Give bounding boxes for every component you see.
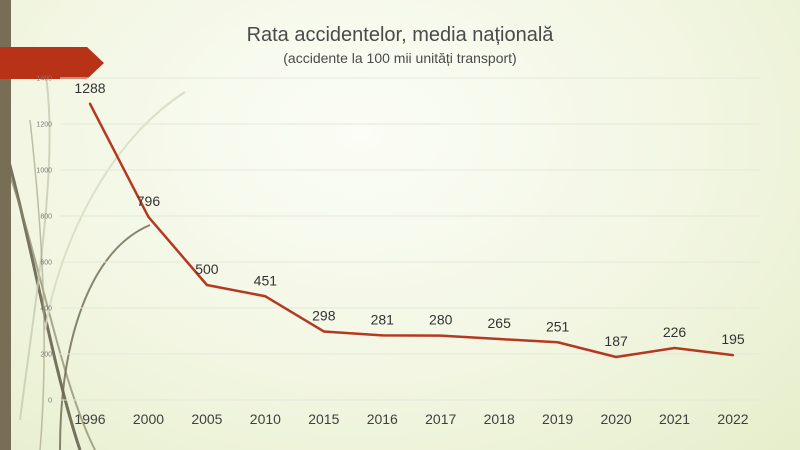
y-tick-label: 1000 xyxy=(36,168,52,175)
data-point xyxy=(381,334,384,337)
x-tick-label: 2021 xyxy=(659,411,690,427)
data-label: 251 xyxy=(546,318,570,334)
data-point xyxy=(731,353,735,357)
data-label: 195 xyxy=(721,331,745,347)
data-point xyxy=(556,341,559,344)
data-point xyxy=(614,355,618,359)
x-tick-label: 2005 xyxy=(191,411,222,427)
y-tick-label: 200 xyxy=(40,352,52,359)
x-tick-label: 2019 xyxy=(542,411,573,427)
x-tick-label: 2016 xyxy=(367,411,398,427)
x-tick-label: 2015 xyxy=(308,411,339,427)
x-tick-label: 2022 xyxy=(717,411,748,427)
data-point xyxy=(264,295,267,298)
data-label: 187 xyxy=(604,333,628,349)
chart-subtitle: (accidente la 100 mii unități transport) xyxy=(283,50,517,66)
y-tick-label: 400 xyxy=(40,306,52,313)
data-label: 226 xyxy=(663,324,687,340)
data-point xyxy=(497,337,501,341)
x-tick-label: 2018 xyxy=(484,411,515,427)
y-tick-label: 800 xyxy=(40,214,52,221)
x-tick-label: 2020 xyxy=(601,411,632,427)
data-point xyxy=(322,330,326,333)
y-tick-label: 1200 xyxy=(36,122,52,129)
left-accent-bar xyxy=(0,0,11,450)
data-label: 1288 xyxy=(74,80,105,96)
data-point xyxy=(88,102,92,105)
data-point xyxy=(147,215,150,219)
data-point xyxy=(205,283,209,287)
data-label: 281 xyxy=(371,311,395,327)
y-tick-label: 600 xyxy=(40,260,52,267)
data-label: 500 xyxy=(195,261,219,277)
data-label: 280 xyxy=(429,312,453,328)
data-point xyxy=(673,346,676,350)
series-line xyxy=(88,103,734,359)
data-label: 796 xyxy=(137,193,161,209)
y-tick-label: 0 xyxy=(48,398,52,405)
data-label: 451 xyxy=(254,272,278,288)
x-tick-label: 2000 xyxy=(133,411,164,427)
chart-title: Rata accidentelor, media națională xyxy=(246,24,554,46)
data-label: 265 xyxy=(488,315,512,331)
data-point xyxy=(439,334,442,337)
x-tick-label: 1996 xyxy=(74,411,105,427)
arrow-banner-icon xyxy=(0,47,104,79)
x-tick-label: 2017 xyxy=(425,411,456,427)
y-tick-label: 1400 xyxy=(36,76,52,83)
x-tick-label: 2010 xyxy=(250,411,281,427)
data-label: 298 xyxy=(312,307,336,323)
